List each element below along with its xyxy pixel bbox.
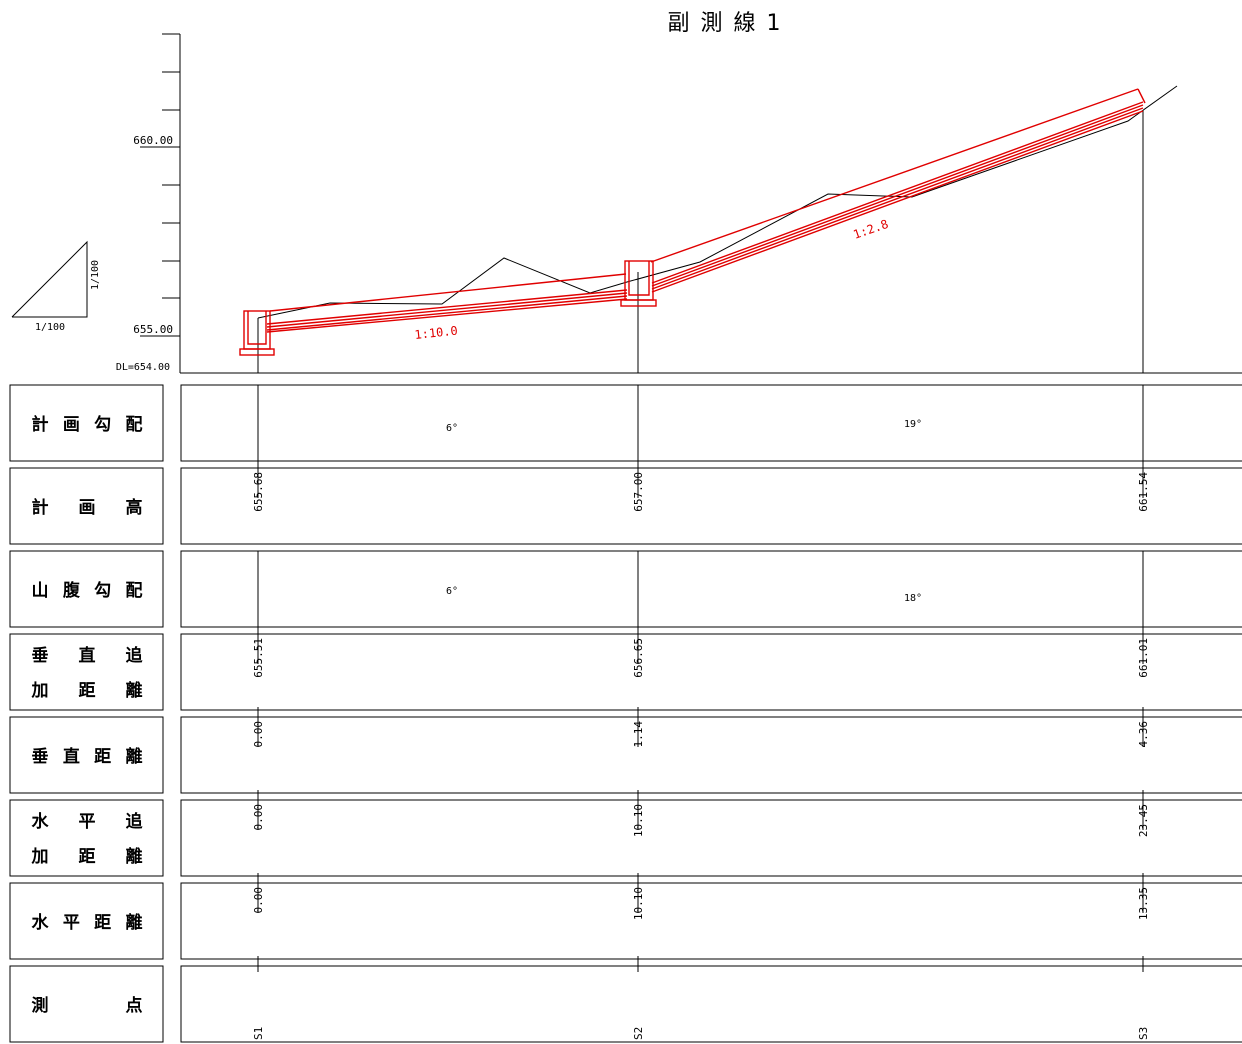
vertical-scale-label: 1/100 (90, 260, 101, 290)
row-label-box (9, 384, 164, 462)
station-value: S1 (252, 1027, 265, 1040)
row-label-char: 勾 (94, 414, 111, 435)
design-slope (266, 88, 1146, 333)
row-label-box (9, 550, 164, 628)
row-label-char: 山 (32, 581, 49, 601)
row-label-char: 勾 (94, 580, 111, 601)
row-label-box (9, 882, 164, 960)
datum-label: DL=654.00 (116, 362, 170, 373)
row-label-char: 離 (126, 680, 143, 701)
row-label-char: 画 (79, 498, 96, 518)
station-value: 13.35 (1137, 887, 1150, 920)
station-value: 23.45 (1137, 804, 1150, 837)
station-value: 0.00 (252, 804, 265, 831)
row-label-char: 離 (126, 912, 143, 933)
row-label-char: 腹 (63, 580, 81, 601)
retaining-block-s2 (620, 260, 657, 307)
row-label-char: 水 (32, 912, 50, 933)
station-value: 1.14 (632, 721, 645, 748)
row-label-char: 離 (126, 846, 143, 867)
elevation-label-660: 660.00 (133, 134, 173, 147)
row-label-char: 配 (126, 415, 143, 435)
elevation-label-655: 655.00 (133, 323, 173, 336)
row-label-char: 垂 (32, 747, 49, 767)
row-label-char: 直 (63, 746, 80, 767)
station-value: S2 (632, 1027, 645, 1040)
row-label-char: 点 (126, 995, 143, 1016)
row-label-char: 距 (79, 847, 96, 867)
drawing-title: 副 測 線 1 (668, 11, 783, 36)
row-data-box (180, 384, 1242, 462)
station-value: S3 (1137, 1027, 1150, 1040)
row-label-char: 垂 (32, 646, 49, 666)
row-data-box (180, 716, 1242, 794)
row-label-box (9, 467, 164, 545)
row-label-box (9, 633, 164, 711)
elevation-axis (140, 33, 181, 373)
row-data-box (180, 467, 1242, 545)
station-lines (257, 110, 1144, 373)
station-value: 661.01 (1137, 638, 1150, 678)
retaining-block-s1 (239, 310, 275, 356)
station-value: 0.00 (252, 721, 265, 748)
row-label-box (9, 965, 164, 1043)
row-label-char: 離 (126, 746, 143, 767)
row-label-char: 加 (31, 847, 49, 867)
row-label-char: 加 (31, 681, 49, 701)
station-value: 10.10 (632, 804, 645, 837)
row-label-char: 計 (32, 414, 49, 435)
station-value: 657.00 (632, 472, 645, 512)
row-data-box (180, 799, 1242, 877)
row-label-box (9, 799, 164, 877)
row-label-char: 高 (126, 497, 143, 518)
row-label-char: 追 (126, 645, 144, 666)
station-value: 10.10 (632, 887, 645, 920)
row-label-char: 配 (126, 581, 143, 601)
ground-line (257, 85, 1178, 319)
row-label-char: 平 (63, 913, 80, 933)
horizontal-scale-label: 1/100 (35, 322, 65, 333)
station-value: 661.54 (1137, 472, 1150, 512)
row-data-box (180, 965, 1242, 1043)
data-table: 計画勾配 6° 19°計画高 655.68 657.00 661.54山腹勾配 6°18°垂… (9, 384, 1242, 1043)
row-data-box (180, 633, 1242, 711)
row-data-box (180, 550, 1242, 628)
row-label-char: 距 (94, 913, 111, 933)
row-label-char: 直 (79, 645, 96, 666)
station-value: 4.36 (1137, 721, 1150, 748)
row-label-char: 画 (63, 415, 80, 435)
segment-gradient-value: 6° (446, 586, 458, 597)
row-label-char: 計 (32, 497, 49, 518)
station-value: 656.65 (632, 638, 645, 678)
row-label-char: 距 (79, 681, 96, 701)
station-value: 655.68 (252, 472, 265, 512)
row-label-char: 距 (94, 747, 111, 767)
scale-triangle (11, 240, 88, 318)
segment-gradient-value: 18° (904, 593, 922, 604)
row-label-char: 水 (32, 811, 50, 832)
slope-label-lower: 1:10.0 (414, 324, 459, 342)
station-value: 655.51 (252, 638, 265, 678)
segment-gradient-value: 6° (446, 423, 458, 434)
row-label-char: 測 (32, 995, 49, 1016)
slope-label-upper: 1:2.8 (851, 217, 890, 242)
row-label-char: 平 (79, 812, 96, 832)
row-data-box (180, 882, 1242, 960)
segment-gradient-value: 19° (904, 419, 922, 430)
row-label-box (9, 716, 164, 794)
row-label-char: 追 (126, 811, 144, 832)
station-value: 0.00 (252, 887, 265, 914)
